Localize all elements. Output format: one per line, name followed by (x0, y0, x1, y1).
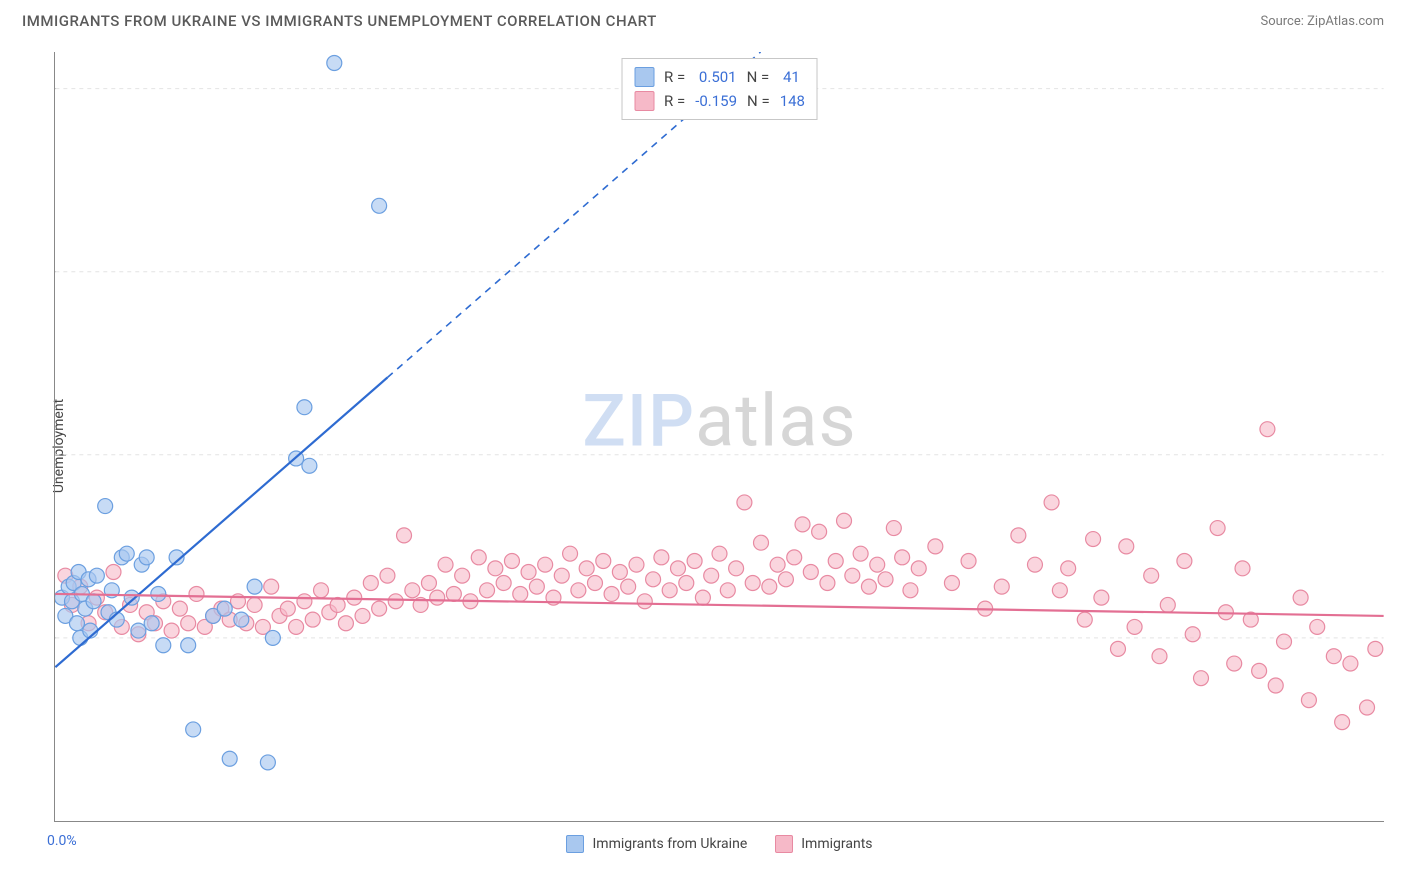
chart-title: IMMIGRANTS FROM UKRAINE VS IMMIGRANTS UN… (22, 12, 657, 30)
source-attribution: Source: ZipAtlas.com (1260, 14, 1384, 29)
legend-item-immigrants: Immigrants (775, 835, 872, 853)
stats-n-label: N = (747, 89, 770, 113)
stats-legend-box: R = 0.501 N = 41 R = -0.159 N = 148 (621, 58, 818, 120)
stats-r-value-ukraine: 0.501 (695, 65, 736, 89)
bottom-legend: Immigrants from Ukraine Immigrants (55, 835, 1384, 853)
legend-label-ukraine: Immigrants from Ukraine (592, 836, 747, 852)
stats-row-immigrants: R = -0.159 N = 148 (634, 89, 805, 113)
legend-swatch-ukraine (566, 835, 584, 853)
stats-swatch-immigrants (634, 91, 654, 111)
legend-swatch-immigrants (775, 835, 793, 853)
legend-label-immigrants: Immigrants (801, 836, 872, 852)
stats-r-value-immigrants: -0.159 (695, 89, 737, 113)
scatter-plot (55, 52, 1384, 821)
chart-area: ZIPatlas R = 0.501 N = 41 R = -0.159 N =… (54, 52, 1384, 822)
stats-r-label: R = (664, 65, 685, 89)
stats-swatch-ukraine (634, 67, 654, 87)
stats-r-label: R = (664, 89, 685, 113)
header: IMMIGRANTS FROM UKRAINE VS IMMIGRANTS UN… (0, 0, 1406, 30)
legend-item-ukraine: Immigrants from Ukraine (566, 835, 747, 853)
stats-row-ukraine: R = 0.501 N = 41 (634, 65, 805, 89)
stats-n-value-ukraine: 41 (779, 65, 800, 89)
stats-n-label: N = (747, 65, 770, 89)
stats-n-value-immigrants: 148 (780, 89, 805, 113)
